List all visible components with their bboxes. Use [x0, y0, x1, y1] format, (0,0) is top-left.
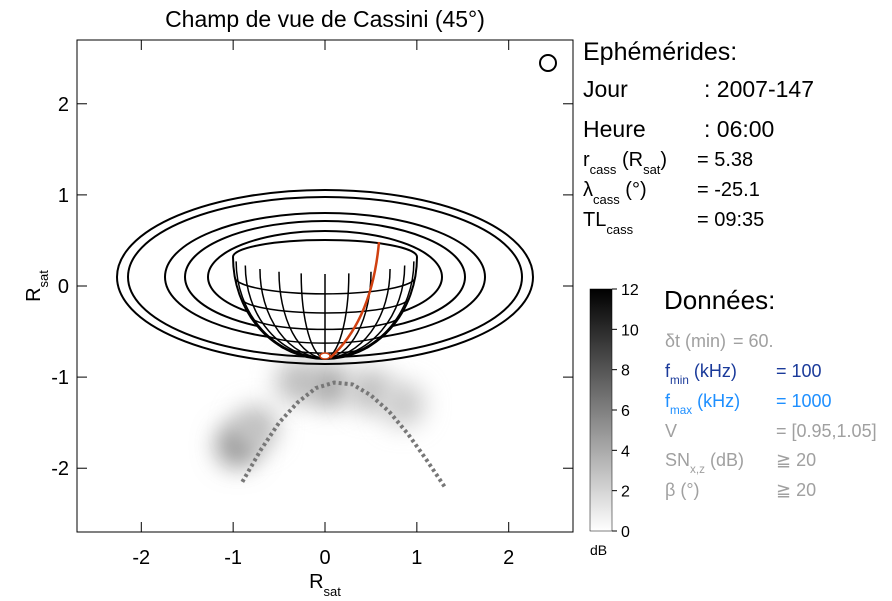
- y-axis-label: Rsat: [23, 270, 51, 302]
- data-value: = 100: [776, 361, 822, 381]
- data-label-part: min: [670, 374, 689, 387]
- x-tick-label: -2: [132, 547, 150, 569]
- colorbar-unit: dB: [590, 542, 607, 558]
- ephemeris-label: λcass (°): [583, 179, 647, 207]
- data-label: V: [665, 421, 677, 441]
- data-value: = 1000: [776, 391, 832, 411]
- x-axis-label: Rsat: [309, 571, 341, 599]
- ephemeris-label-part: Jour: [583, 76, 628, 102]
- saturn: [116, 189, 534, 365]
- data-value: ≧ 20: [776, 480, 816, 500]
- x-tick-label: 2: [503, 547, 514, 569]
- colorbar-tick-label: 4: [621, 443, 630, 460]
- ephemeris-label-part: Heure: [583, 116, 646, 142]
- data-label-part: β (°): [665, 480, 700, 500]
- data-label-part: (kHz): [692, 391, 740, 411]
- data-label-part: f: [665, 361, 671, 381]
- ephemeris-label-part: r: [583, 149, 590, 171]
- panel-title: Données:: [664, 285, 775, 315]
- y-tick-label: -2: [51, 458, 69, 480]
- data-value: ≧ 20: [776, 450, 816, 470]
- ephemeris-label: TLcass: [583, 209, 634, 237]
- data-label-part: SN: [665, 450, 690, 470]
- ephemeris-label-part: cass: [590, 162, 617, 177]
- y-tick-label: -1: [51, 367, 69, 389]
- y-axis-label-part: R: [23, 287, 45, 301]
- marker-circle: [539, 54, 557, 72]
- panel-title: Ephémérides:: [583, 38, 737, 66]
- ephemeris-label-part: (°): [620, 179, 647, 201]
- ephemeris-label: Jour: [583, 76, 628, 102]
- data-label: fmax (kHz): [665, 391, 740, 417]
- colorbar-tick-label: 6: [621, 403, 630, 420]
- y-tick-label: 2: [58, 94, 69, 116]
- meridian: [278, 271, 326, 359]
- data-label-part: V: [665, 421, 677, 441]
- y-axis-label-part: sat: [36, 270, 51, 288]
- colorbar-tick-label: 0: [621, 524, 630, 541]
- intensity-blob: [275, 359, 320, 404]
- x-tick-label: 1: [411, 547, 422, 569]
- data-value: = 60.: [733, 331, 774, 351]
- ephemeris-label-part: TL: [583, 209, 606, 231]
- meridian: [324, 269, 391, 359]
- data-label: β (°): [665, 480, 700, 500]
- chart-title: Champ de vue de Cassini (45°): [165, 6, 485, 32]
- parallel: [262, 331, 388, 344]
- parallel: [234, 277, 416, 295]
- ephemeris-label-part: (R: [616, 149, 643, 171]
- colorbar-tick-label: 8: [621, 363, 630, 380]
- parallel: [239, 297, 411, 314]
- ephemeris-value: = 5.38: [697, 149, 753, 171]
- data-label-part: f: [665, 391, 671, 411]
- colorbar-tick-label: 12: [621, 282, 639, 299]
- ephemeris-value: = -25.1: [697, 179, 760, 201]
- data-label: fmin (kHz): [665, 361, 737, 387]
- data-label-part: x,z: [690, 463, 705, 476]
- ephemeris-value: : 2007-147: [704, 76, 814, 102]
- data-label-part: δt (min): [665, 331, 726, 351]
- parallel: [249, 315, 401, 331]
- data-label: δt (min): [665, 331, 726, 351]
- intensity-blob: [234, 405, 279, 450]
- ephemeris-label-part: sat: [643, 162, 661, 177]
- colorbar: 0 2 4 6 8 10 12 dB: [589, 282, 639, 558]
- ephemeris-label-part: cass: [606, 222, 633, 237]
- data-label-part: max: [670, 404, 692, 417]
- ephemeris-label-part: cass: [593, 192, 620, 207]
- colorbar-tick-label: 10: [621, 322, 639, 339]
- ephemeris-label: rcass (Rsat): [583, 149, 667, 177]
- ephemeris-value: : 06:00: [704, 116, 774, 142]
- intensity-layer: [215, 359, 426, 468]
- ephemeris-value: = 09:35: [697, 209, 764, 231]
- data-label-part: (kHz): [689, 361, 737, 381]
- x-axis-label-part: sat: [324, 584, 342, 599]
- intensity-blob: [307, 364, 352, 409]
- x-axis-label-part: R: [309, 571, 323, 593]
- colorbar-scale: [589, 288, 613, 532]
- ephemeris-label-part: ): [660, 149, 667, 171]
- y-tick-label: 1: [58, 185, 69, 207]
- data-value: = [0.95,1.05]: [776, 421, 877, 441]
- ephemeris-label-part: λ: [583, 179, 593, 201]
- colorbar-tick-label: 2: [621, 484, 630, 501]
- intensity-blob: [381, 382, 426, 427]
- data-label: SNx,z (dB): [665, 450, 744, 476]
- x-tick-label: -1: [224, 547, 242, 569]
- y-tick-label: 0: [58, 276, 69, 298]
- x-tick-label: 0: [319, 547, 330, 569]
- ephemeris-label: Heure: [583, 116, 646, 142]
- data-label-part: (dB): [705, 450, 744, 470]
